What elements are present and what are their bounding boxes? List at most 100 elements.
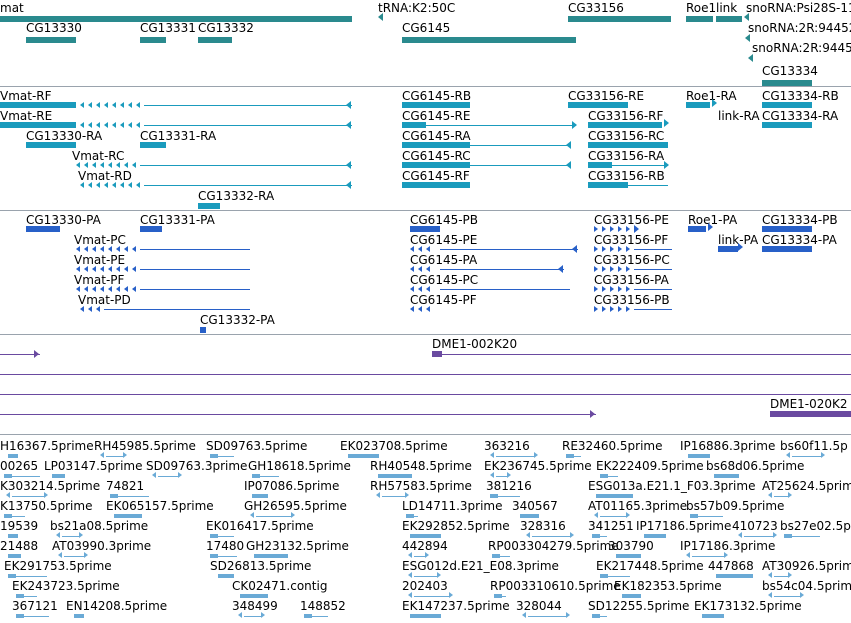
est-glyph[interactable] <box>596 494 633 498</box>
est-glyph[interactable] <box>4 514 12 518</box>
est-glyph[interactable] <box>600 474 608 478</box>
est-glyph[interactable] <box>304 614 312 618</box>
feature-glyph[interactable] <box>140 226 162 232</box>
arrow-left-icon <box>132 266 136 272</box>
est-glyph[interactable] <box>348 454 379 458</box>
feature-glyph[interactable] <box>688 226 706 232</box>
feature-glyph[interactable] <box>568 102 628 108</box>
est-glyph[interactable] <box>622 594 641 598</box>
intron-line <box>634 289 672 290</box>
est-glyph[interactable] <box>4 474 12 478</box>
feature-glyph[interactable] <box>200 327 206 333</box>
est-glyph[interactable] <box>8 574 16 578</box>
est-glyph[interactable] <box>490 494 498 498</box>
est-glyph[interactable] <box>16 614 24 618</box>
feature-glyph[interactable] <box>402 37 576 43</box>
intron-line <box>144 125 352 126</box>
feature-label: ESG012d.E21_E08.3prime <box>402 559 559 573</box>
feature-glyph[interactable] <box>762 80 812 86</box>
feature-glyph[interactable] <box>402 162 470 168</box>
est-glyph[interactable] <box>592 534 600 538</box>
feature-glyph[interactable] <box>718 246 738 252</box>
est-glyph[interactable] <box>240 594 268 598</box>
est-glyph[interactable] <box>252 474 260 478</box>
est-glyph[interactable] <box>702 614 724 618</box>
feature-label: SD09763.5prime <box>206 439 308 453</box>
feature-glyph[interactable] <box>762 226 812 232</box>
est-glyph[interactable] <box>566 454 574 458</box>
est-glyph[interactable] <box>210 534 218 538</box>
feature-glyph[interactable] <box>198 37 232 43</box>
est-glyph[interactable] <box>644 534 666 538</box>
feature-glyph[interactable] <box>686 16 713 22</box>
feature-glyph[interactable] <box>26 37 76 43</box>
est-glyph[interactable] <box>716 574 753 578</box>
est-glyph[interactable] <box>520 514 539 518</box>
feature-glyph[interactable] <box>140 142 166 148</box>
arrow-left-icon <box>410 286 414 292</box>
est-glyph[interactable] <box>690 514 698 518</box>
est-glyph[interactable] <box>714 474 739 478</box>
feature-label: GH23132.5prime <box>246 539 349 553</box>
est-glyph[interactable] <box>494 594 502 598</box>
arrow-left-icon <box>566 141 571 149</box>
est-glyph[interactable] <box>410 614 441 618</box>
feature-glyph[interactable] <box>568 16 671 22</box>
intron-line <box>440 269 564 270</box>
intron-line <box>0 374 851 375</box>
feature-glyph[interactable] <box>0 102 76 108</box>
est-glyph[interactable] <box>616 554 641 558</box>
est-glyph[interactable] <box>254 554 288 558</box>
feature-glyph[interactable] <box>402 142 470 148</box>
est-glyph[interactable] <box>110 494 118 498</box>
est-glyph[interactable] <box>210 554 218 558</box>
est-glyph[interactable] <box>52 474 65 478</box>
intron-line <box>62 536 79 537</box>
feature-glyph[interactable] <box>26 142 76 148</box>
est-glyph[interactable] <box>592 614 600 618</box>
feature-glyph[interactable] <box>588 122 662 128</box>
est-glyph[interactable] <box>600 574 608 578</box>
est-glyph[interactable] <box>492 554 500 558</box>
est-glyph[interactable] <box>8 554 21 558</box>
gene-vmat[interactable] <box>0 16 352 22</box>
feature-glyph[interactable] <box>402 102 470 108</box>
feature-glyph[interactable] <box>410 226 440 232</box>
feature-glyph[interactable] <box>0 122 76 128</box>
feature-glyph[interactable] <box>432 351 442 357</box>
est-glyph[interactable] <box>378 474 412 478</box>
feature-glyph[interactable] <box>762 246 812 252</box>
feature-glyph[interactable] <box>140 37 166 43</box>
est-glyph[interactable] <box>210 454 218 458</box>
feature-glyph[interactable] <box>402 122 426 128</box>
est-glyph[interactable] <box>406 514 414 518</box>
est-glyph[interactable] <box>784 534 792 538</box>
feature-glyph[interactable] <box>686 102 710 108</box>
est-glyph[interactable] <box>114 514 142 518</box>
est-glyph[interactable] <box>688 454 710 458</box>
feature-glyph[interactable] <box>770 411 851 417</box>
est-glyph[interactable] <box>16 594 24 598</box>
est-glyph[interactable] <box>74 614 84 618</box>
feature-glyph[interactable] <box>588 162 612 168</box>
feature-glyph[interactable] <box>588 142 668 148</box>
est-glyph[interactable] <box>252 494 268 498</box>
feature-label: CG13334 <box>762 64 818 78</box>
arrow-left-icon <box>108 266 112 272</box>
feature-glyph[interactable] <box>198 203 220 209</box>
feature-glyph[interactable] <box>26 226 60 232</box>
est-glyph[interactable] <box>410 534 441 538</box>
feature-glyph[interactable] <box>588 182 628 188</box>
feature-glyph[interactable] <box>402 182 470 188</box>
intron-line <box>312 616 328 617</box>
feature-glyph[interactable] <box>716 16 742 22</box>
est-glyph[interactable] <box>218 574 234 578</box>
feature-glyph[interactable] <box>762 102 812 108</box>
est-glyph[interactable] <box>8 534 18 538</box>
arrow-left-icon <box>744 13 749 21</box>
est-glyph[interactable] <box>8 454 18 458</box>
feature-glyph[interactable] <box>762 122 812 128</box>
feature-label: RH45985.5prime <box>94 439 196 453</box>
arrow-right-icon <box>602 226 606 232</box>
intron-line <box>140 249 250 250</box>
